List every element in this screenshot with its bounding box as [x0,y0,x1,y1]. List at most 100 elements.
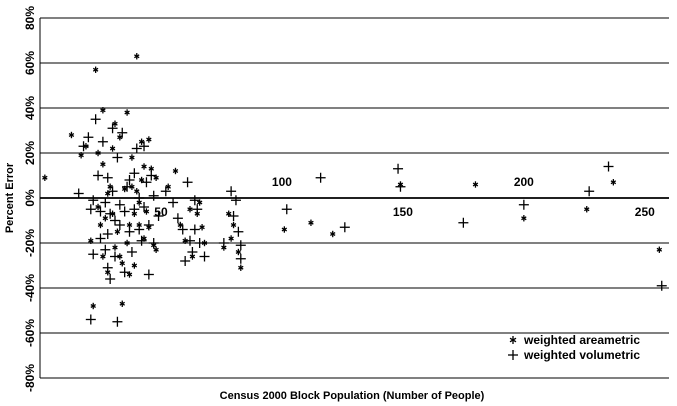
x-axis-title: Census 2000 Block Population (Number of … [220,390,485,402]
data-point-volumetric [100,244,111,255]
data-point-volumetric [85,314,96,325]
data-point-volumetric [184,235,195,246]
data-point-areametric [199,224,205,231]
data-point-areametric [117,134,123,141]
y-tick-label: 40% [23,96,37,120]
y-tick-labels: 80% 60% 40% 20% 0% -20% -40% -60% -80% [23,6,37,392]
data-point-areametric [146,136,152,143]
data-point-areametric [472,181,479,188]
data-point-volumetric [148,238,159,248]
data-point-volumetric [218,238,229,248]
data-point-areametric [100,161,106,168]
data-point-volumetric [73,188,84,199]
data-point-volumetric [114,220,125,230]
data-point-volumetric [168,197,179,208]
data-point-areametric [134,53,140,60]
data-point-areametric [134,188,140,195]
data-point-volumetric [109,215,120,226]
legend-label-areametric: weighted areametric [523,333,640,347]
data-point-volumetric [226,186,237,197]
data-point-volumetric [119,206,130,217]
data-point-volumetric [112,316,123,327]
data-point-volumetric [230,195,241,206]
data-point-areametric [68,131,75,139]
data-point-volumetric [235,253,246,264]
data-point-areametric [112,244,118,251]
data-point-volumetric [189,224,200,235]
data-point-areametric [129,154,135,161]
data-point-areametric [584,206,590,213]
data-point-volumetric [182,177,193,188]
data-point-volumetric [139,202,150,212]
data-point-volumetric [102,229,113,239]
data-point-areametric [238,264,244,271]
data-point-areametric [153,246,159,253]
y-tick-label: 60% [23,51,37,75]
data-point-volumetric [153,211,164,221]
data-point-volumetric [584,186,595,197]
data-point-areametric [95,149,101,157]
data-point-volumetric [78,141,89,152]
data-point-areametric [329,230,336,238]
data-point-areametric [228,235,234,242]
data-point-volumetric [102,262,113,273]
data-point-volumetric [143,220,154,230]
x-tick-label: 150 [393,205,413,219]
data-point-volumetric [93,170,104,181]
data-point-volumetric [107,186,118,197]
data-point-volumetric [199,251,210,262]
data-point-areametric [114,228,121,235]
data-point-volumetric [129,204,140,215]
x-tick-label: 200 [514,175,534,189]
data-point-volumetric [85,204,96,215]
data-point-volumetric [395,181,406,192]
data-point-volumetric [95,233,106,244]
x-tick-label: 100 [272,175,292,189]
data-point-volumetric [393,163,404,174]
data-point-volumetric [119,267,130,278]
data-points [42,53,667,327]
data-point-areametric [610,179,617,186]
data-point-areametric [187,206,193,213]
data-point-areametric [119,260,125,267]
data-point-volumetric [228,211,239,221]
y-tick-label: -80% [23,364,37,392]
data-point-volumetric [656,280,667,291]
data-point-areametric [521,215,527,222]
data-point-volumetric [109,251,120,262]
data-point-volumetric [281,204,292,215]
data-point-volumetric [95,206,106,217]
data-point-volumetric [105,208,116,219]
data-point-volumetric [148,190,159,201]
y-tick-label: -60% [23,319,37,347]
x-tick-label: 50 [154,205,168,219]
data-point-volumetric [131,143,142,154]
data-point-volumetric [146,170,157,181]
data-point-volumetric [134,193,145,203]
data-point-areametric [141,163,147,170]
data-point-areametric [308,219,314,226]
y-tick-label: -20% [23,229,37,257]
data-point-volumetric [180,256,191,266]
data-point-volumetric [458,217,469,228]
data-point-areametric [78,152,84,159]
data-point-volumetric [126,247,137,257]
data-point-volumetric [603,161,614,172]
data-point-volumetric [117,127,128,138]
data-point-volumetric [107,123,118,134]
data-point-areametric [109,145,116,152]
data-point-areametric [42,174,48,181]
data-point-areametric [100,107,106,114]
x-tick-labels: 50 100 150 200 250 [154,175,655,219]
data-point-volumetric [172,213,183,224]
data-point-volumetric [97,136,108,147]
data-point-volumetric [189,195,200,206]
y-tick-label: -40% [23,274,37,302]
data-point-areametric [230,221,237,229]
data-point-areametric [172,167,179,175]
y-axis-title: Percent Error [4,162,16,233]
data-point-areametric [165,183,171,190]
x-tick-label: 250 [635,205,655,219]
data-point-volumetric [339,222,350,233]
